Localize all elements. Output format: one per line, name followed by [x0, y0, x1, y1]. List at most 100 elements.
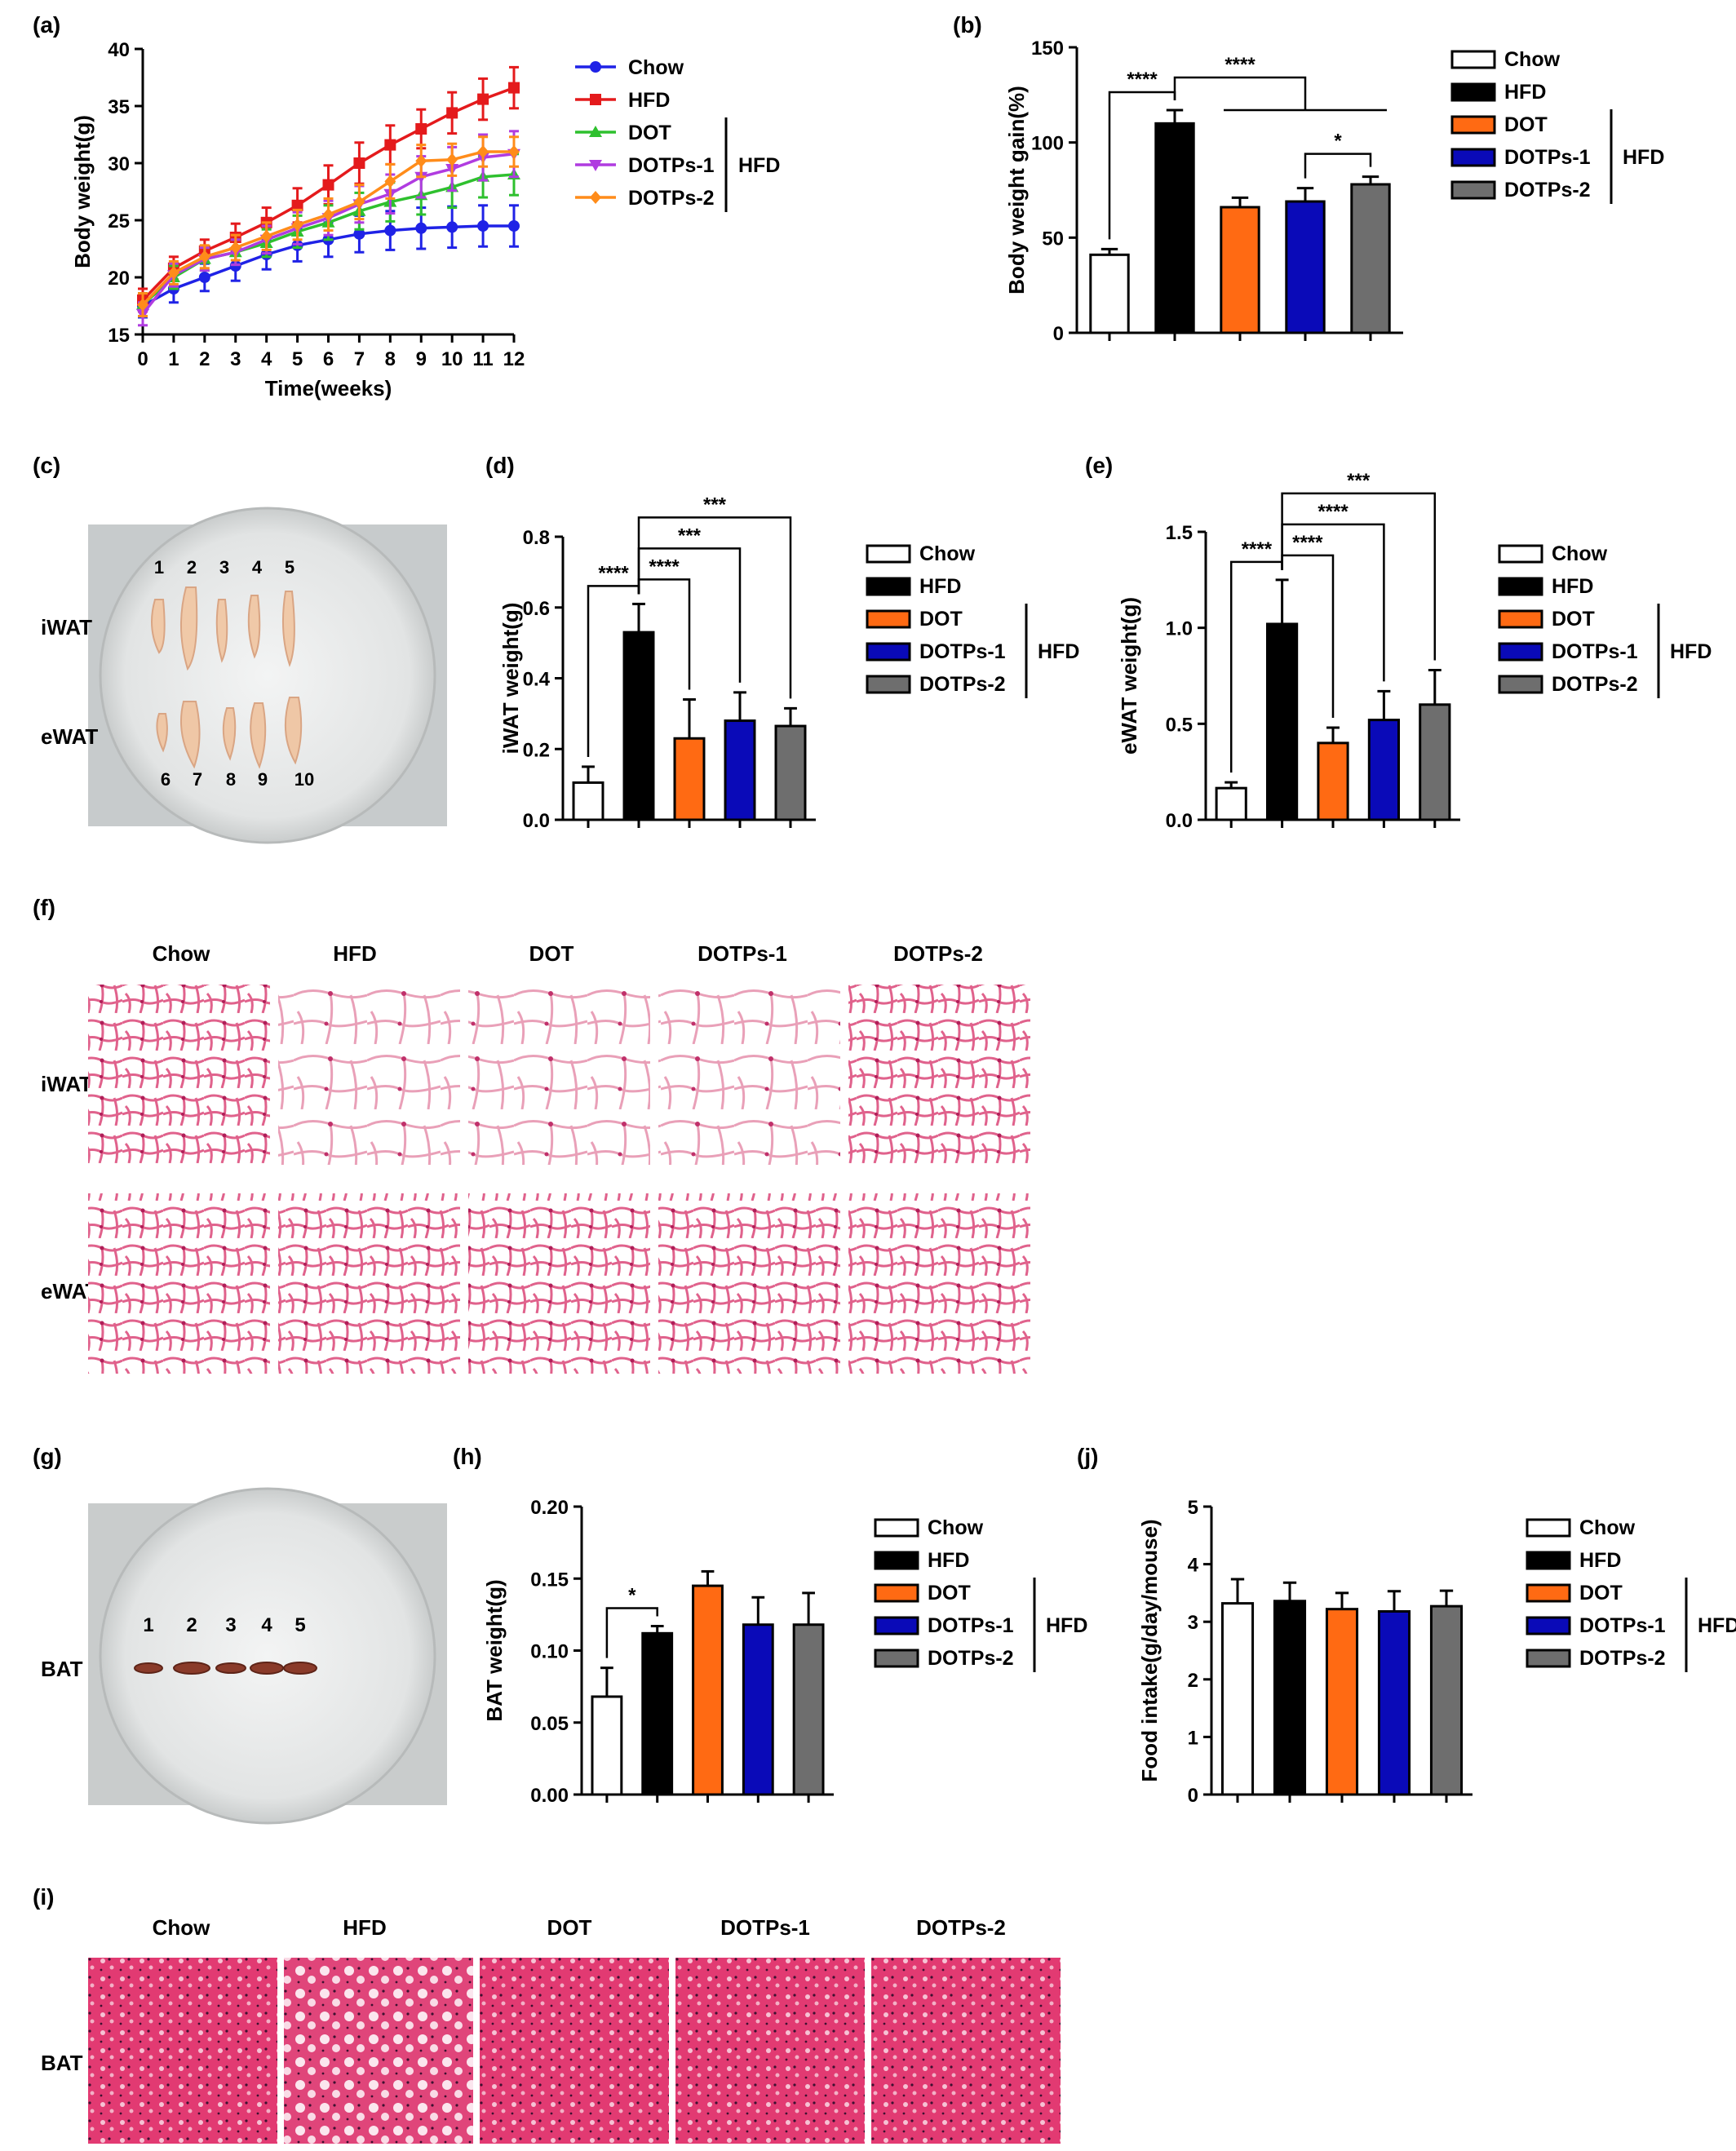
- photo-c-number: 5: [285, 557, 294, 578]
- legend-label: DOT: [1579, 1582, 1623, 1604]
- panel-label-h: (h): [453, 1444, 482, 1469]
- photo-g-number: 5: [294, 1614, 305, 1636]
- legend-label: HFD: [1552, 575, 1593, 598]
- legend-label: HFD: [1579, 1549, 1621, 1572]
- legend-swatch: [874, 1649, 919, 1668]
- legend-marker: [590, 191, 601, 204]
- hfd-bracket-label: HFD: [1698, 1614, 1736, 1637]
- bar-dot: [692, 1584, 724, 1796]
- bar-dot: [673, 737, 706, 821]
- x-tick-label: 4: [261, 348, 272, 370]
- legend-swatch: [866, 642, 911, 662]
- photo-g-row-label-bat: BAT: [41, 1657, 83, 1681]
- legend-label: DOT: [928, 1582, 971, 1604]
- legend-swatch: [874, 1518, 919, 1538]
- data-point: [446, 153, 458, 166]
- data-point: [353, 157, 365, 169]
- x-tick-label: 9: [416, 348, 427, 370]
- y-tick-label: 3: [1188, 1612, 1198, 1634]
- panel-label-g: (g): [33, 1444, 62, 1469]
- bar-chow: [1220, 1602, 1255, 1796]
- data-point: [477, 93, 489, 105]
- photo-c-dish: [99, 507, 436, 844]
- y-tick-label: 0: [1188, 1785, 1198, 1807]
- y-tick-label: 50: [1042, 228, 1064, 250]
- significance-bracket: [1281, 492, 1437, 661]
- y-tick-label: 150: [1031, 38, 1064, 60]
- hfd-bracket-label: HFD: [1038, 640, 1079, 663]
- histology-i-row-label-bat: BAT: [41, 2051, 83, 2075]
- bar-dot: [1220, 206, 1260, 334]
- legend-swatch: [1526, 1518, 1571, 1538]
- bar-dotps-1: [742, 1623, 774, 1796]
- y-tick-label: 1.0: [1166, 618, 1193, 640]
- histology-i-column-label: DOTPs-2: [916, 1915, 1006, 1940]
- legend-label: DOTPs-2: [1579, 1647, 1666, 1670]
- histology-f-image: [468, 1193, 650, 1374]
- y-axis-label: eWAT weight(g): [1117, 597, 1141, 755]
- x-tick-label: 12: [503, 348, 525, 370]
- bar-dotps-2: [792, 1623, 825, 1796]
- histology-f-image: [658, 985, 840, 1165]
- photo-g-bat-tissues: [134, 1662, 317, 1675]
- y-tick-label: 100: [1031, 133, 1064, 155]
- histology-f-image: [88, 1193, 270, 1374]
- photo-g-number: 2: [186, 1614, 197, 1636]
- y-tick-label: 0.0: [1166, 810, 1193, 832]
- histology-f-image: [848, 985, 1030, 1165]
- bar-dot: [1317, 741, 1349, 821]
- y-tick-label: 4: [1188, 1555, 1199, 1577]
- legend-label: DOTPs-2: [928, 1647, 1014, 1670]
- y-axis-label: Food intake(g/day/mouse): [1137, 1519, 1162, 1781]
- y-tick-label: 0.20: [530, 1497, 569, 1519]
- histology-i-column-label: Chow: [153, 1915, 211, 1940]
- legend-swatch: [866, 544, 911, 564]
- x-tick-label: 10: [441, 348, 463, 370]
- photo-c-number: 10: [294, 769, 314, 790]
- x-tick-label: 2: [199, 348, 210, 370]
- bar-hfd: [622, 631, 655, 821]
- significance-label: ****: [1127, 69, 1158, 91]
- panel-label-b: (b): [953, 12, 982, 38]
- significance-label: ***: [678, 524, 702, 547]
- bar-dotps-1: [1285, 200, 1326, 334]
- histology-i-image: [480, 1958, 669, 2144]
- legend-label: DOTPs-1: [1579, 1614, 1666, 1637]
- y-axis-label: BAT weight(g): [482, 1579, 507, 1721]
- bar-hfd: [641, 1631, 674, 1796]
- bar-chow: [572, 781, 604, 821]
- y-tick-label: 15: [108, 325, 130, 347]
- legend-marker: [590, 61, 601, 73]
- legend-label: Chow: [1504, 48, 1561, 71]
- legend-label: DOTPs-1: [919, 640, 1006, 663]
- data-point: [446, 107, 458, 119]
- legend-label: DOT: [1552, 608, 1595, 631]
- y-axis-label: Body weight(g): [70, 115, 95, 268]
- chart-h-bat-weight: 0.00 0.05 0.10 0.15 0.20 BAT weight(g) *: [482, 1497, 834, 1807]
- y-tick-label: 0.6: [523, 598, 550, 620]
- histology-f-image: [468, 985, 650, 1165]
- significance-bracket: [1173, 76, 1307, 110]
- photo-g-number: 4: [261, 1614, 272, 1636]
- photo-c-ewat-tissues: [156, 697, 303, 769]
- y-tick-label: 35: [108, 96, 130, 118]
- histology-i-image: [284, 1958, 473, 2144]
- y-axis-label: iWAT weight(g): [498, 603, 523, 755]
- photo-c-number: 3: [219, 557, 229, 578]
- legend-label: HFD: [928, 1549, 969, 1572]
- data-point: [198, 250, 210, 263]
- legend-label: DOTPs-2: [1504, 179, 1591, 201]
- legend-swatch: [1450, 50, 1496, 69]
- panel-label-e: (e): [1085, 453, 1113, 478]
- legend-swatch: [874, 1551, 919, 1570]
- legend-label: Chow: [628, 56, 684, 79]
- photo-c-row-label-iwat: iWAT: [41, 615, 92, 640]
- data-point: [198, 272, 210, 283]
- photo-c-number: 7: [193, 769, 202, 790]
- x-tick-label: 0: [137, 348, 148, 370]
- significance-label: *: [1334, 131, 1342, 153]
- data-point: [353, 195, 365, 209]
